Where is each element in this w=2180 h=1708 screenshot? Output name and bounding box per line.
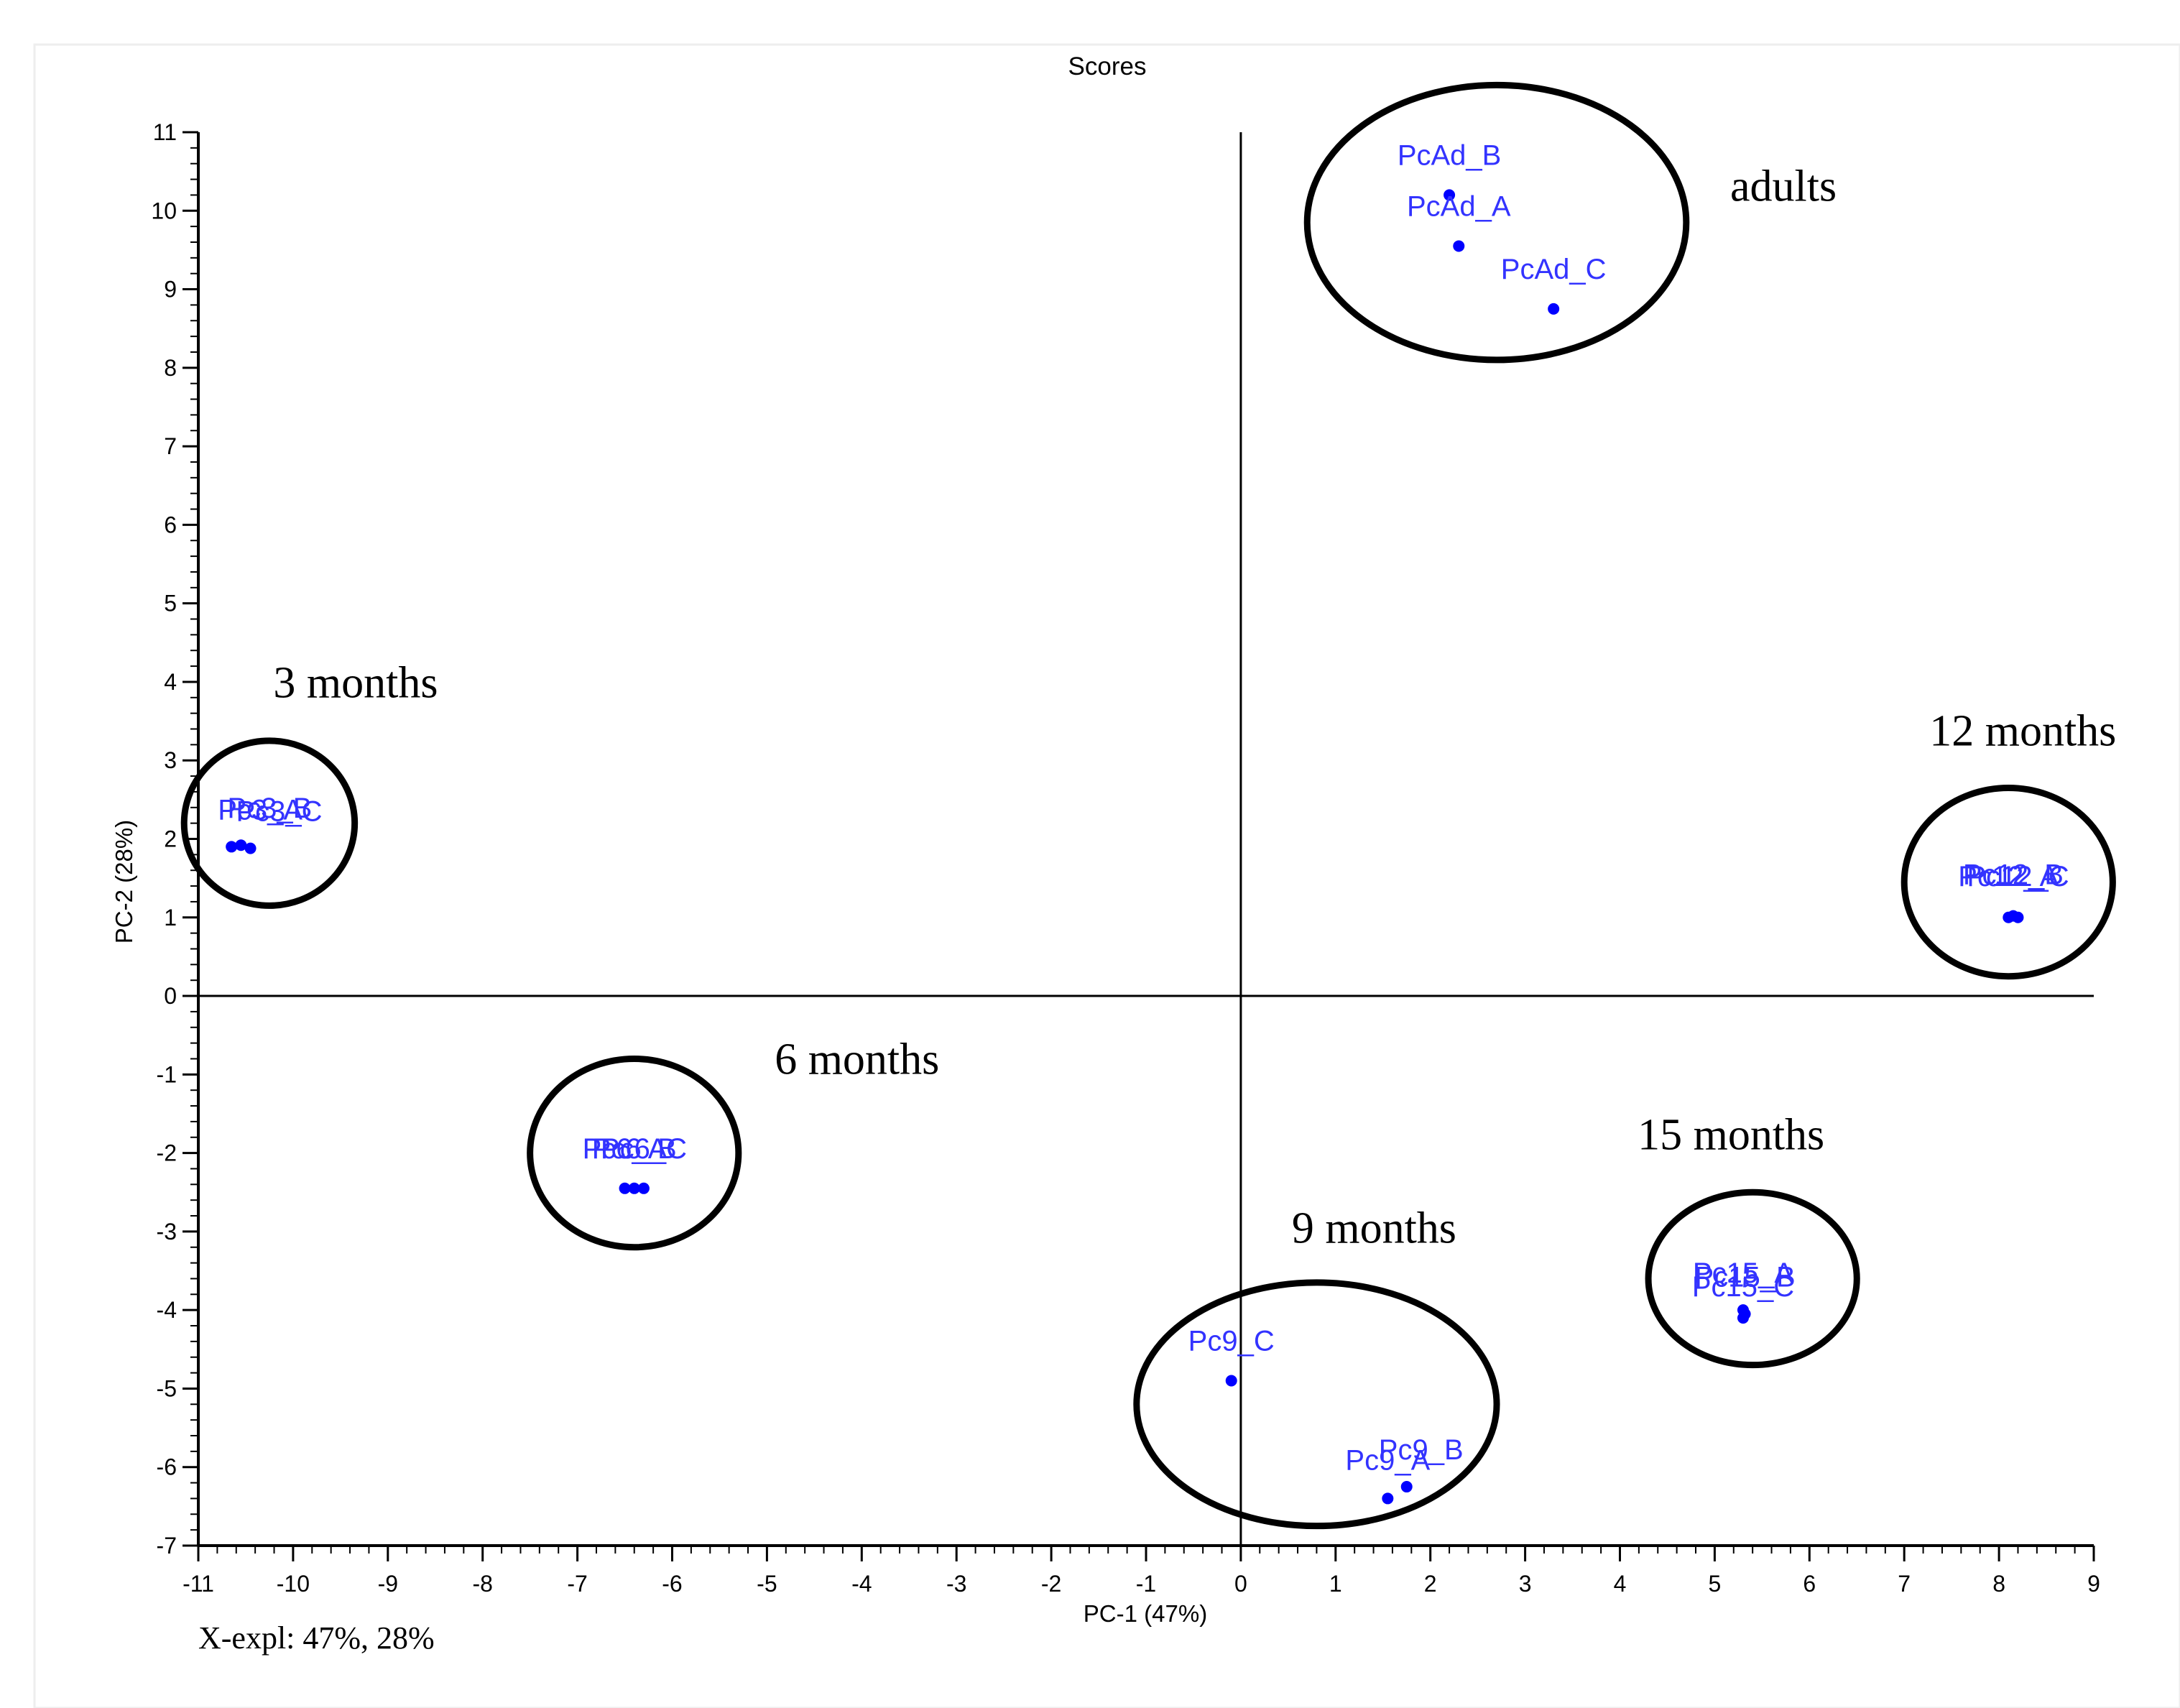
x-tick-label: -5 [757, 1571, 777, 1597]
x-tick-label: 6 [1803, 1571, 1816, 1597]
y-tick-label: -3 [157, 1219, 177, 1245]
group-label: 3 months [273, 659, 438, 708]
group-label: adults [1730, 162, 1837, 211]
x-tick-label: 5 [1709, 1571, 1722, 1597]
group-ellipse [180, 737, 359, 909]
x-tick-label: 8 [1992, 1571, 2005, 1597]
point-label: Pc12_C [1967, 861, 2069, 892]
data-point [1382, 1492, 1394, 1505]
y-tick-label: 5 [164, 591, 177, 617]
y-tick-label: -4 [157, 1297, 177, 1323]
data-point [619, 1182, 631, 1194]
x-tick-label: -3 [946, 1571, 966, 1597]
explained-variance-note: X-expl: 47%, 28% [198, 1620, 435, 1656]
group-label: 15 months [1638, 1110, 1824, 1159]
y-tick-label: 6 [164, 512, 177, 537]
x-axis-label: PC-1 (47%) [1084, 1600, 1207, 1627]
group-ellipse [527, 1055, 742, 1251]
group-label: 6 months [775, 1035, 939, 1084]
point-labels: PcAd_BPcAd_APcAd_CPc3_APc3_BPc3_CPc6_APc… [218, 139, 2069, 1476]
x-tick-label: -1 [1136, 1571, 1156, 1597]
data-point [1737, 1312, 1749, 1324]
group-ellipse [1303, 81, 1690, 364]
ticks-layer: -11 -10 -9 -8 -7 -6 -5 -4 -3 -2 -1 0 1 2 3 4 5 6 7 8 9-7-6-5… [151, 119, 2100, 1597]
y-tick-label: 11 [153, 119, 177, 145]
data-point [1444, 189, 1456, 201]
y-tick-label: 2 [164, 826, 177, 852]
y-tick-label: -7 [157, 1533, 177, 1559]
data-point [1225, 1375, 1237, 1387]
point-label: Pc6_C [601, 1133, 687, 1165]
data-point [235, 839, 247, 851]
group-ellipse [1900, 784, 2116, 980]
x-tick-label: 9 [2087, 1571, 2100, 1597]
group-label: 12 months [1929, 707, 2116, 756]
y-tick-label: -1 [157, 1061, 177, 1087]
x-tick-label: -9 [378, 1571, 398, 1597]
data-point [244, 842, 257, 854]
point-label: Pc12_A [1958, 861, 2059, 892]
chart-title: Scores [1068, 52, 1147, 80]
data-point [628, 1182, 640, 1194]
x-tick-label: 2 [1424, 1571, 1437, 1597]
group-label: 9 months [1292, 1204, 1456, 1252]
point-label: Pc3_C [236, 796, 323, 828]
x-tick-label: 7 [1898, 1571, 1911, 1597]
group-labels: adults 3 months 6 months 9 months 12 months 1… [273, 162, 2116, 1253]
y-tick-label: 0 [164, 983, 177, 1009]
y-tick-label: -2 [157, 1140, 177, 1166]
point-label: Pc9_A [1345, 1444, 1430, 1476]
x-tick-label: -2 [1041, 1571, 1061, 1597]
group-ellipse [1133, 1279, 1500, 1530]
point-label: PcAd_A [1407, 190, 1511, 222]
point-label: Pc15_A [1693, 1257, 1793, 1289]
y-tick-label: 9 [164, 277, 177, 303]
point-label: Pc6_A [583, 1133, 668, 1165]
point-label: Pc15_C [1692, 1271, 1794, 1303]
x-tick-label: -10 [277, 1571, 310, 1597]
point-label: Pc12_B [1963, 859, 2064, 891]
y-tick-label: -5 [157, 1375, 177, 1401]
point-label: Pc9_B [1379, 1434, 1464, 1466]
data-point [226, 841, 238, 853]
data-point [2012, 911, 2024, 923]
y-tick-label: 3 [164, 747, 177, 773]
y-tick-label: 8 [164, 355, 177, 381]
plot-frame [33, 43, 2180, 1708]
x-tick-label: -6 [662, 1571, 682, 1597]
x-tick-label: -4 [851, 1571, 872, 1597]
x-tick-label: 4 [1614, 1571, 1627, 1597]
data-point [637, 1182, 650, 1194]
point-label: PcAd_B [1398, 139, 1502, 171]
data-points [226, 189, 2024, 1505]
point-label: Pc3_B [227, 793, 312, 824]
y-axis-label: PC-2 (28%) [111, 820, 137, 943]
group-ellipse [1645, 1188, 1860, 1369]
x-tick-label: -8 [472, 1571, 492, 1597]
y-tick-label: 10 [151, 198, 177, 223]
data-point [1400, 1481, 1413, 1493]
y-tick-label: -6 [157, 1454, 177, 1480]
point-label: Pc9_C [1188, 1326, 1275, 1357]
x-tick-label: 0 [1234, 1571, 1247, 1597]
group-ellipses [180, 81, 2116, 1530]
y-tick-label: 4 [164, 669, 177, 695]
point-label: Pc6_B [592, 1133, 677, 1165]
x-tick-label: 1 [1329, 1571, 1342, 1597]
y-tick-label: 7 [164, 433, 177, 459]
x-tick-label: -11 [183, 1571, 214, 1597]
x-tick-label: 3 [1519, 1571, 1532, 1597]
point-label: Pc3_A [218, 794, 302, 826]
point-label: PcAd_C [1501, 254, 1607, 285]
point-label: Pc15_B [1695, 1262, 1796, 1293]
y-tick-label: 1 [164, 905, 177, 931]
data-point [1548, 303, 1560, 315]
x-tick-label: -7 [567, 1571, 587, 1597]
data-point [1453, 240, 1465, 252]
